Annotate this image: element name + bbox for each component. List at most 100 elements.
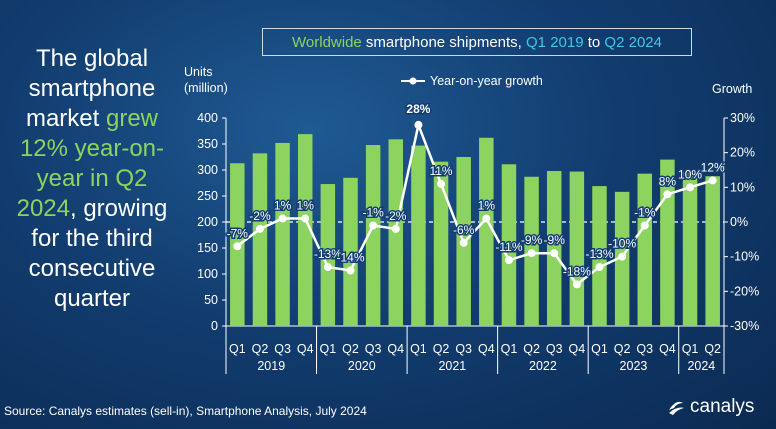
bar	[501, 164, 517, 326]
y-axis-label-line1: Units	[184, 65, 213, 79]
x-tick-label: Q4	[297, 342, 314, 356]
x-tick-label: Q2	[342, 342, 359, 356]
growth-point	[640, 221, 649, 230]
growth-data-label: -7%	[227, 226, 249, 240]
growth-data-label: 8%	[659, 174, 677, 188]
y2-tick-label: 0%	[730, 215, 748, 229]
x-tick-label: Q2	[614, 342, 631, 356]
x-tick-label: Q3	[455, 342, 472, 356]
bar	[343, 177, 358, 326]
bar	[433, 161, 449, 326]
growth-point	[278, 214, 287, 223]
growth-data-label: 11%	[429, 164, 452, 178]
growth-point	[550, 249, 559, 258]
legend-label: Year-on-year growth	[430, 74, 543, 88]
growth-point	[346, 266, 355, 275]
x-tick-label: Q2	[252, 342, 269, 356]
y-tick-label: 50	[204, 293, 218, 307]
x-tick-label: Q2	[523, 342, 540, 356]
x-tick-label: Q1	[501, 342, 518, 356]
bar	[252, 153, 268, 326]
y-tick-label: 400	[197, 111, 218, 125]
x-tick-label: Q2	[433, 342, 450, 356]
growth-point	[459, 238, 468, 247]
bar	[705, 176, 720, 326]
bar	[365, 145, 381, 326]
growth-data-label: -10%	[608, 237, 636, 251]
x-tick-label: Q1	[682, 342, 699, 356]
growth-data-label: -2%	[385, 209, 407, 223]
bar	[569, 171, 585, 326]
x-tick-label: Q1	[320, 342, 337, 356]
y2-axis-label: Growth	[712, 82, 753, 96]
year-label: 2024	[687, 359, 715, 373]
x-tick-label: Q4	[387, 342, 404, 356]
growth-data-label: -14%	[336, 251, 364, 265]
growth-point	[572, 280, 581, 289]
y-tick-label: 0	[211, 319, 218, 333]
year-label: 2020	[348, 359, 376, 373]
growth-point	[482, 214, 491, 223]
y-tick-label: 150	[197, 241, 218, 255]
growth-data-label: 1%	[297, 199, 315, 213]
growth-data-label: -1%	[362, 205, 384, 219]
y2-tick-label: 20%	[730, 146, 755, 160]
growth-data-label: 12%	[701, 160, 725, 174]
bar	[297, 134, 313, 326]
growth-point	[255, 224, 264, 233]
bar	[479, 137, 494, 326]
growth-point	[369, 221, 378, 230]
y2-tick-label: -20%	[730, 284, 759, 298]
year-label: 2019	[257, 359, 285, 373]
bar	[546, 171, 562, 326]
growth-point	[527, 249, 536, 258]
growth-data-label: -1%	[634, 205, 656, 219]
title-word-start: Q1 2019	[526, 33, 584, 51]
growth-data-label: -18%	[563, 264, 591, 278]
y2-tick-label: 30%	[730, 111, 755, 125]
canalys-logo: canalys	[666, 396, 754, 418]
y-tick-label: 350	[197, 137, 218, 151]
headline: The global smartphone market grew 12% ye…	[6, 44, 178, 314]
growth-point	[663, 190, 672, 199]
y-tick-label: 200	[197, 215, 218, 229]
bar	[320, 184, 336, 326]
bar	[682, 172, 698, 326]
title-word-to: to	[583, 33, 605, 51]
bar	[592, 186, 607, 326]
growth-point	[437, 179, 446, 188]
growth-data-label: -9%	[521, 233, 543, 247]
y-axis-label-line2: (million)	[184, 81, 228, 95]
legend-line-marker	[401, 77, 425, 85]
growth-data-label: 1%	[274, 199, 292, 213]
growth-point	[414, 120, 423, 129]
bar	[275, 142, 290, 326]
chart-title: Worldwide smartphone shipments, Q1 2019 …	[262, 28, 692, 56]
source-note: Source: Canalys estimates (sell-in), Sma…	[4, 404, 367, 418]
headline-tail: , growing for the third consecutive quar…	[28, 195, 168, 312]
x-tick-label: Q2	[704, 342, 721, 356]
y-tick-label: 250	[197, 189, 218, 203]
headline-highlight: grew 12% year-on-year in Q2 2024	[16, 105, 165, 222]
growth-data-label: 10%	[678, 167, 702, 181]
growth-data-label: -13%	[585, 247, 613, 261]
bar	[637, 173, 653, 326]
legend: Year-on-year growth	[400, 74, 543, 88]
title-word-worldwide: Worldwide	[292, 33, 362, 51]
growth-point	[708, 176, 717, 185]
x-tick-label: Q1	[591, 342, 608, 356]
y-axis-label: Units (million)	[184, 64, 228, 96]
growth-point	[391, 224, 400, 233]
growth-data-label: 1%	[478, 199, 496, 213]
growth-data-label: -9%	[544, 233, 566, 247]
y2-tick-label: -30%	[730, 319, 759, 333]
y2-tick-label: 10%	[730, 180, 755, 194]
x-tick-label: Q1	[410, 342, 427, 356]
y2-tick-label: -10%	[730, 250, 759, 264]
title-word-shipments: smartphone shipments,	[361, 33, 527, 51]
growth-data-label: 28%	[406, 102, 430, 116]
year-label: 2022	[529, 359, 557, 373]
growth-point	[301, 214, 310, 223]
growth-point	[686, 183, 695, 192]
